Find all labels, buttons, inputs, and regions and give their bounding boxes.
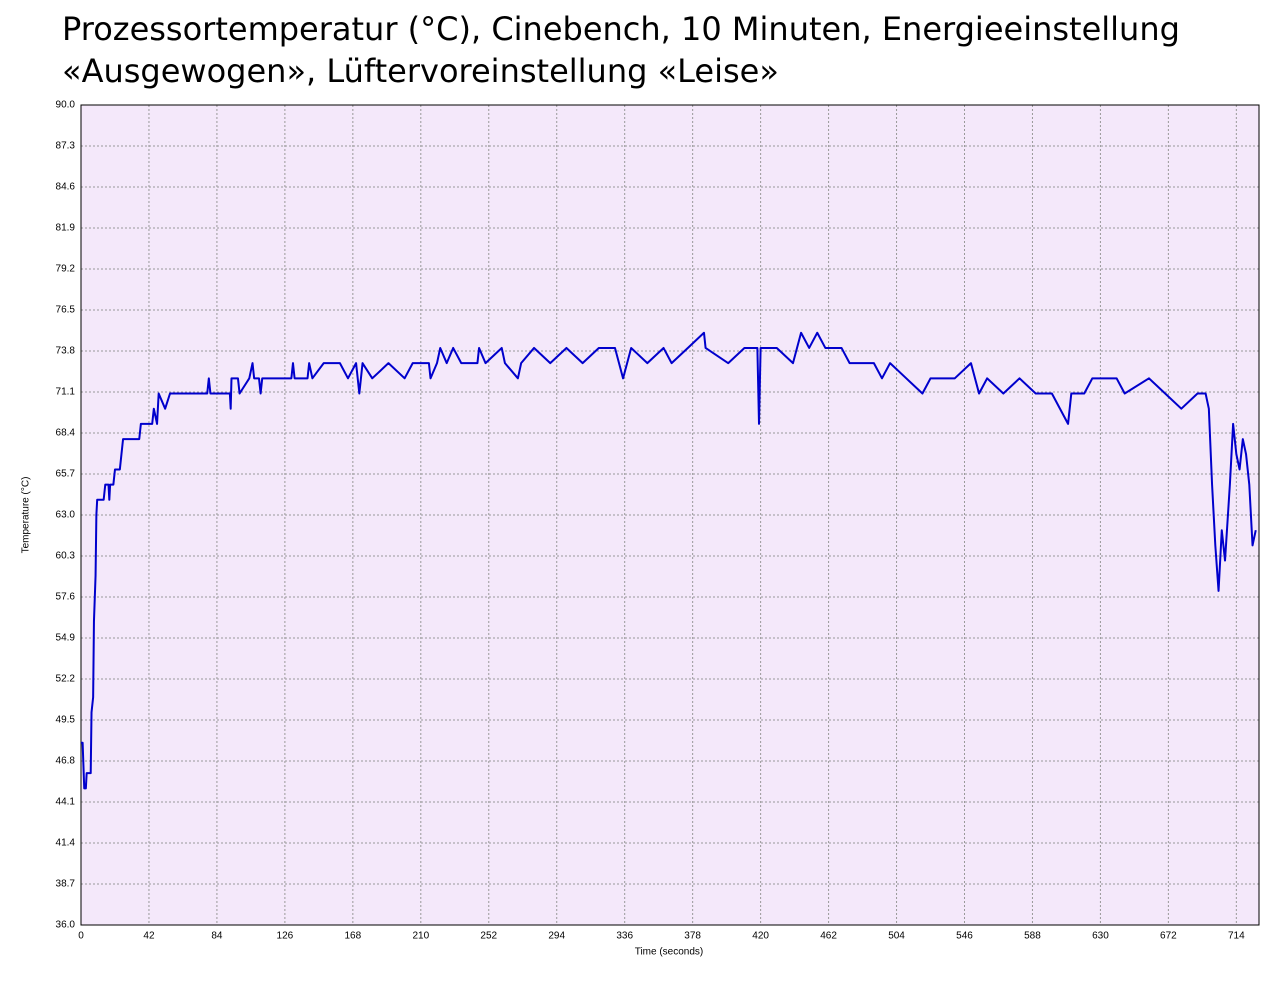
y-tick-label: 52.2 (56, 674, 76, 685)
x-tick-label: 126 (277, 931, 294, 942)
x-tick-label: 546 (956, 931, 973, 942)
y-tick-label: 79.2 (56, 264, 76, 275)
x-tick-label: 588 (1024, 931, 1041, 942)
y-tick-label: 36.0 (56, 920, 76, 931)
y-tick-label: 87.3 (56, 141, 76, 152)
y-tick-label: 84.6 (56, 182, 76, 193)
x-tick-label: 252 (480, 931, 497, 942)
y-tick-label: 65.7 (56, 469, 76, 480)
x-axis-label: Time (seconds) (635, 947, 704, 958)
plot-border (80, 104, 1260, 926)
x-tick-label: 672 (1160, 931, 1177, 942)
y-axis-label: Temperature (°C) (21, 477, 32, 554)
line-series (81, 331, 1257, 790)
x-tick-label: 0 (78, 931, 84, 942)
y-tick-label: 63.0 (56, 510, 76, 521)
x-tick-label: 336 (616, 931, 633, 942)
y-tick-label: 38.7 (56, 879, 76, 890)
x-tick-label: 168 (345, 931, 362, 942)
y-tick-label: 49.5 (56, 715, 76, 726)
x-tick-label: 84 (211, 931, 223, 942)
chart-title: «Ausgewogen», Lüftervoreinstellung «Leis… (62, 52, 779, 90)
x-tick-label: 42 (143, 931, 155, 942)
y-tick-label: 68.4 (56, 428, 76, 439)
y-tick-label: 57.6 (56, 592, 76, 603)
x-tick-label: 210 (412, 931, 429, 942)
y-tick-label: 46.8 (56, 756, 76, 767)
chart-title: Prozessortemperatur (°C), Cinebench, 10 … (62, 10, 1180, 48)
x-tick-label: 462 (820, 931, 837, 942)
y-tick-label: 90.0 (56, 100, 76, 111)
y-tick-label: 60.3 (56, 551, 76, 562)
y-tick-label: 71.1 (56, 387, 76, 398)
x-tick-label: 504 (888, 931, 905, 942)
y-tick-label: 54.9 (56, 633, 76, 644)
y-tick-label: 81.9 (56, 223, 76, 234)
y-tick-label: 73.8 (56, 346, 76, 357)
x-tick-label: 630 (1092, 931, 1109, 942)
x-tick-label: 294 (548, 931, 565, 942)
x-tick-label: 420 (752, 931, 769, 942)
x-tick-label: 714 (1228, 931, 1245, 942)
y-tick-label: 76.5 (56, 305, 76, 316)
y-tick-label: 44.1 (56, 797, 76, 808)
y-tick-label: 41.4 (56, 838, 76, 849)
x-tick-label: 378 (684, 931, 701, 942)
